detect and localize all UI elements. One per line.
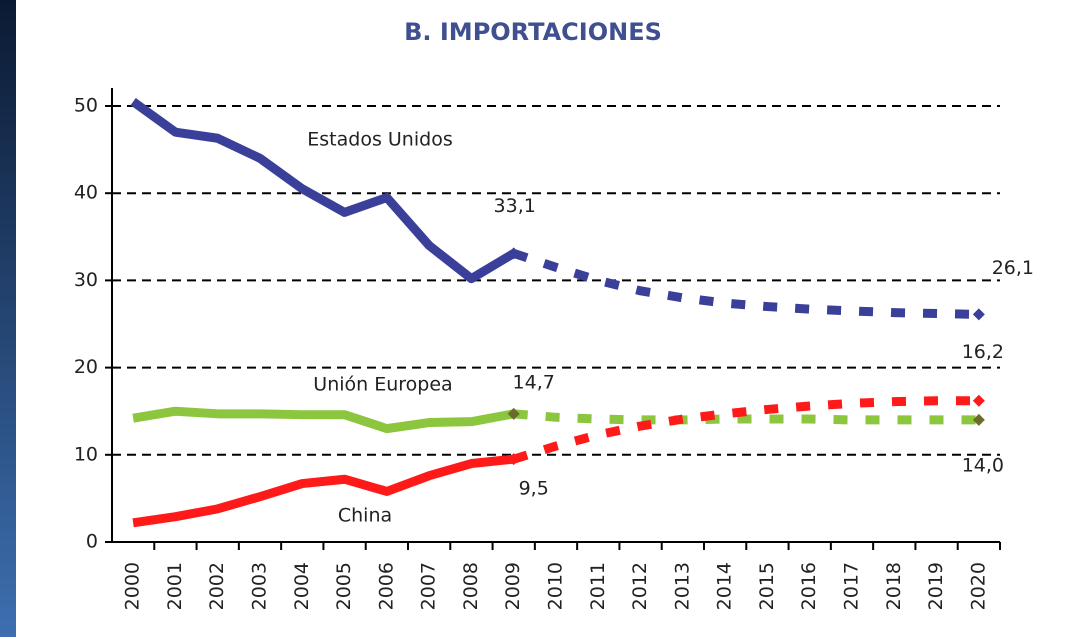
x-tick-label: 2018 xyxy=(883,562,905,610)
y-tick-label: 20 xyxy=(74,356,98,378)
series-line xyxy=(130,97,517,284)
y-tick-label: 10 xyxy=(74,443,98,465)
x-tick-label: 2019 xyxy=(925,562,947,610)
series-label: Unión Europea xyxy=(313,374,452,396)
series-forecast-line xyxy=(512,396,979,464)
x-tick-label: 2009 xyxy=(502,562,524,610)
data-label: 14,0 xyxy=(962,454,1004,476)
point-marker xyxy=(507,453,520,466)
x-tick-label: 2015 xyxy=(756,562,778,610)
data-label: 9,5 xyxy=(519,478,549,500)
data-label: 14,7 xyxy=(513,371,555,393)
y-tick-label: 50 xyxy=(74,95,98,117)
x-tick-label: 2005 xyxy=(333,562,355,610)
x-tick-label: 2013 xyxy=(671,562,693,610)
data-label: 26,1 xyxy=(992,257,1034,279)
x-tick-label: 2001 xyxy=(164,562,186,610)
x-tick-label: 2020 xyxy=(967,562,989,610)
series-label: China xyxy=(338,505,392,527)
series-label: Estados Unidos xyxy=(307,129,452,151)
x-tick-label: 2006 xyxy=(375,562,397,610)
x-tick-label: 2010 xyxy=(545,562,567,610)
point-marker xyxy=(507,247,520,260)
series-forecast-line xyxy=(513,409,979,425)
x-tick-label: 2011 xyxy=(587,562,609,610)
point-marker xyxy=(507,407,520,420)
x-tick-label: 2014 xyxy=(714,562,736,610)
x-tick-label: 2012 xyxy=(629,562,651,610)
x-tick-label: 2007 xyxy=(418,562,440,610)
point-marker xyxy=(972,394,985,407)
series-line xyxy=(132,406,515,434)
point-marker xyxy=(972,413,985,426)
edge-strip xyxy=(0,0,16,637)
y-tick-label: 30 xyxy=(74,269,98,291)
y-tick-label: 0 xyxy=(86,531,98,553)
x-tick-label: 2000 xyxy=(122,562,144,610)
x-tick-label: 2004 xyxy=(291,562,313,610)
x-tick-label: 2017 xyxy=(841,562,863,610)
chart-title: B. IMPORTACIONES xyxy=(404,18,662,46)
x-tick-label: 2002 xyxy=(206,562,228,610)
series-line xyxy=(132,454,515,528)
x-tick-label: 2008 xyxy=(460,562,482,610)
x-tick-label: 2003 xyxy=(249,562,271,610)
series-forecast-line xyxy=(512,249,979,319)
y-tick-label: 40 xyxy=(74,182,98,204)
data-label: 33,1 xyxy=(494,195,536,217)
x-tick-label: 2016 xyxy=(798,562,820,610)
data-label: 16,2 xyxy=(962,341,1004,363)
point-marker xyxy=(972,308,985,321)
